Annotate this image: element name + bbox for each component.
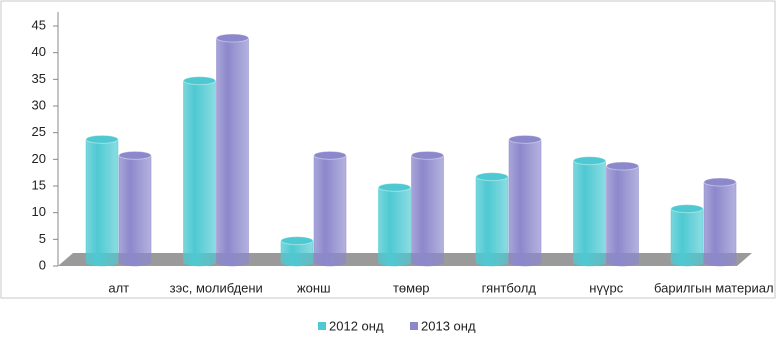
bar [670,208,704,267]
x-tick-label: гянтболд [482,280,537,295]
bar-top [313,150,347,160]
bar [573,160,606,267]
x-tick-label: нүүрс [589,280,623,295]
y-tick-label: 40 [32,44,46,59]
x-tick-label: зэс, молибдени [170,280,263,295]
bar-top [508,134,542,144]
bar [118,155,152,267]
bar-top [183,76,216,86]
bar-top [606,161,639,171]
bar-top [118,150,152,160]
y-tick-label: 30 [32,97,46,112]
bar [475,176,509,267]
legend-label: 2012 онд [329,318,384,333]
bar-top [378,182,411,192]
bar [85,139,119,267]
bar-top [670,204,704,214]
y-tick-label: 20 [32,151,46,166]
x-tick-label: жонш [297,280,331,295]
x-tick-label: алт [108,280,129,295]
bar-top [216,33,249,43]
legend-swatch [410,322,418,330]
bar [216,37,249,267]
bar-top [280,236,314,246]
bar [183,80,216,267]
x-tick-label: барилгын материал [654,280,774,295]
bar [378,187,411,267]
bar [508,139,542,267]
bar-top [85,134,119,144]
bar [411,155,444,267]
y-tick-label: 35 [32,71,46,86]
legend-swatch [318,322,326,330]
bar [280,240,314,267]
legend-label: 2013 онд [421,318,476,333]
y-tick-label: 25 [32,124,46,139]
y-tick-label: 0 [39,257,46,272]
y-tick-label: 45 [32,17,46,32]
y-tick-label: 5 [39,231,46,246]
bar [313,155,347,267]
bar [606,165,639,267]
y-tick-label: 10 [32,204,46,219]
bar [703,181,737,267]
y-tick-label: 15 [32,177,46,192]
bar-top [411,150,444,160]
bar-top [703,177,737,187]
x-tick-label: төмөр [393,280,430,295]
bar-top [475,172,509,182]
bar-top [573,156,606,166]
